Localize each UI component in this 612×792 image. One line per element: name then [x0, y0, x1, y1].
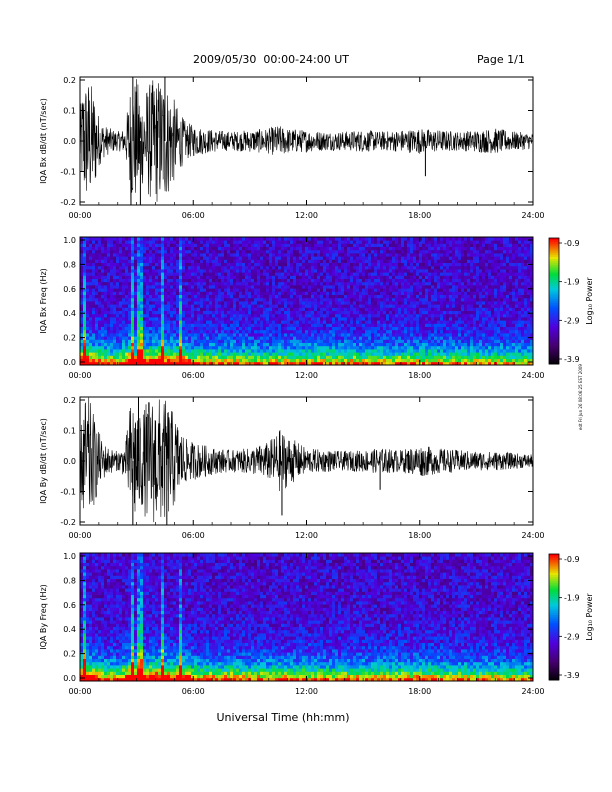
- colorbar-tick-label: -1.9: [564, 594, 580, 603]
- x-axis-label: Universal Time (hh:mm): [217, 711, 350, 724]
- y-tick-label: 0.1: [63, 427, 76, 436]
- x-tick-label: 24:00: [521, 211, 544, 220]
- y-tick-label: 1.0: [63, 552, 76, 561]
- colorbar-label: Log₁₀ Power: [585, 593, 594, 641]
- panel-4: [79, 552, 562, 682]
- page-number: Page 1/1: [477, 53, 525, 66]
- colorbar: [548, 237, 562, 365]
- y-tick-label: -0.1: [60, 168, 76, 177]
- waveform-line: [80, 397, 533, 523]
- y-tick-label: 0.4: [63, 625, 76, 634]
- x-tick-label: 00:00: [68, 211, 91, 220]
- waveform: [80, 77, 533, 205]
- x-tick-label: 18:00: [408, 531, 431, 540]
- x-tick-label: 06:00: [182, 371, 205, 380]
- y-tick-label: -0.2: [60, 198, 76, 207]
- x-tick-label: 24:00: [521, 371, 544, 380]
- x-tick-label: 12:00: [295, 687, 318, 696]
- y-tick-label: 0.0: [63, 457, 76, 466]
- colorbar-frame: [548, 553, 560, 681]
- y-tick-label: 0.2: [63, 76, 76, 85]
- y-tick-label: 0.2: [63, 396, 76, 405]
- y-axis-label: IQA By dB/dt (nT/sec): [39, 418, 48, 504]
- waveform-line: [80, 79, 533, 203]
- y-tick-label: 0.4: [63, 309, 76, 318]
- x-tick-label: 00:00: [68, 531, 91, 540]
- figure-title: 2009/05/30 00:00-24:00 UT: [193, 53, 350, 66]
- colorbar-tick-label: -0.9: [564, 239, 580, 248]
- y-tick-label: 1.0: [63, 236, 76, 245]
- x-tick-label: 18:00: [408, 211, 431, 220]
- y-tick-label: -0.2: [60, 518, 76, 527]
- x-tick-label: 24:00: [521, 531, 544, 540]
- y-tick-label: 0.6: [63, 285, 76, 294]
- colorbar-tick-label: -0.9: [564, 555, 580, 564]
- panel-1: [79, 76, 534, 206]
- y-tick-label: 0.8: [63, 260, 76, 269]
- y-tick-label: 0.0: [63, 674, 76, 683]
- x-tick-label: 00:00: [68, 687, 91, 696]
- y-tick-label: 0.2: [63, 650, 76, 659]
- x-tick-label: 12:00: [295, 371, 318, 380]
- y-axis-label: IQA By Freq (Hz): [39, 584, 48, 650]
- y-tick-label: 0.2: [63, 334, 76, 343]
- y-tick-label: 0.6: [63, 601, 76, 610]
- x-tick-label: 18:00: [408, 371, 431, 380]
- x-tick-label: 18:00: [408, 687, 431, 696]
- colorbar-label: Log₁₀ Power: [585, 277, 594, 325]
- panel-3: [79, 396, 534, 526]
- colorbar-tick-label: -2.9: [564, 632, 580, 641]
- colorbar-tick-label: -3.9: [564, 355, 580, 364]
- colorbar-tick-label: -1.9: [564, 278, 580, 287]
- colorbar-tick-label: -3.9: [564, 671, 580, 680]
- waveform: [80, 397, 533, 525]
- x-tick-label: 06:00: [182, 687, 205, 696]
- x-tick-label: 06:00: [182, 211, 205, 220]
- colorbar-tick-label: -2.9: [564, 316, 580, 325]
- x-tick-label: 24:00: [521, 687, 544, 696]
- spectrogram: [80, 553, 533, 681]
- x-tick-label: 06:00: [182, 531, 205, 540]
- y-tick-label: 0.8: [63, 576, 76, 585]
- y-tick-label: -0.1: [60, 488, 76, 497]
- colorbar: [548, 553, 562, 681]
- panel-2: [79, 236, 562, 366]
- x-tick-label: 00:00: [68, 371, 91, 380]
- x-tick-label: 12:00: [295, 531, 318, 540]
- y-axis-label: IQA Bx Freq (Hz): [39, 268, 48, 334]
- y-axis-label: IQA Bx dB/dt (nT/sec): [39, 98, 48, 184]
- spectrogram: [80, 237, 533, 365]
- y-tick-label: 0.0: [63, 137, 76, 146]
- y-tick-label: 0.1: [63, 107, 76, 116]
- y-tick-label: 0.0: [63, 358, 76, 367]
- colorbar-frame: [548, 237, 560, 365]
- x-tick-label: 12:00: [295, 211, 318, 220]
